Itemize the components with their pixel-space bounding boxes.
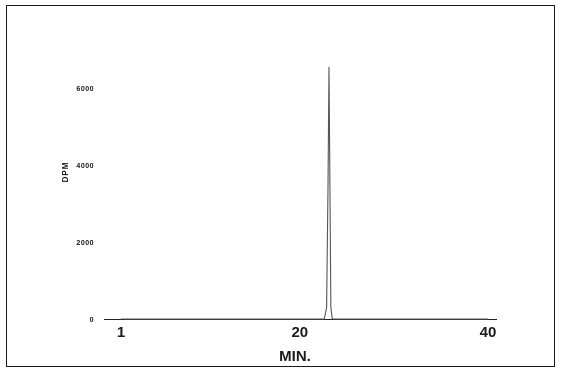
y-tick-label: 6000 <box>76 86 94 93</box>
x-axis-label: MIN. <box>279 348 311 365</box>
x-tick-labels: 1 20 40 <box>117 324 497 341</box>
x-tick-label: 1 <box>117 324 125 341</box>
y-tick-label: 0 <box>90 317 94 324</box>
x-tick-label: 20 <box>291 324 308 341</box>
series-line <box>121 66 488 320</box>
y-tick-label: 4000 <box>76 163 94 170</box>
figure-frame <box>6 5 555 367</box>
y-tick-labels: 0 2000 4000 6000 <box>76 86 94 324</box>
y-axis-label: DPM <box>61 162 70 183</box>
x-tick-label: 40 <box>480 324 497 341</box>
y-tick-label: 2000 <box>76 240 94 247</box>
